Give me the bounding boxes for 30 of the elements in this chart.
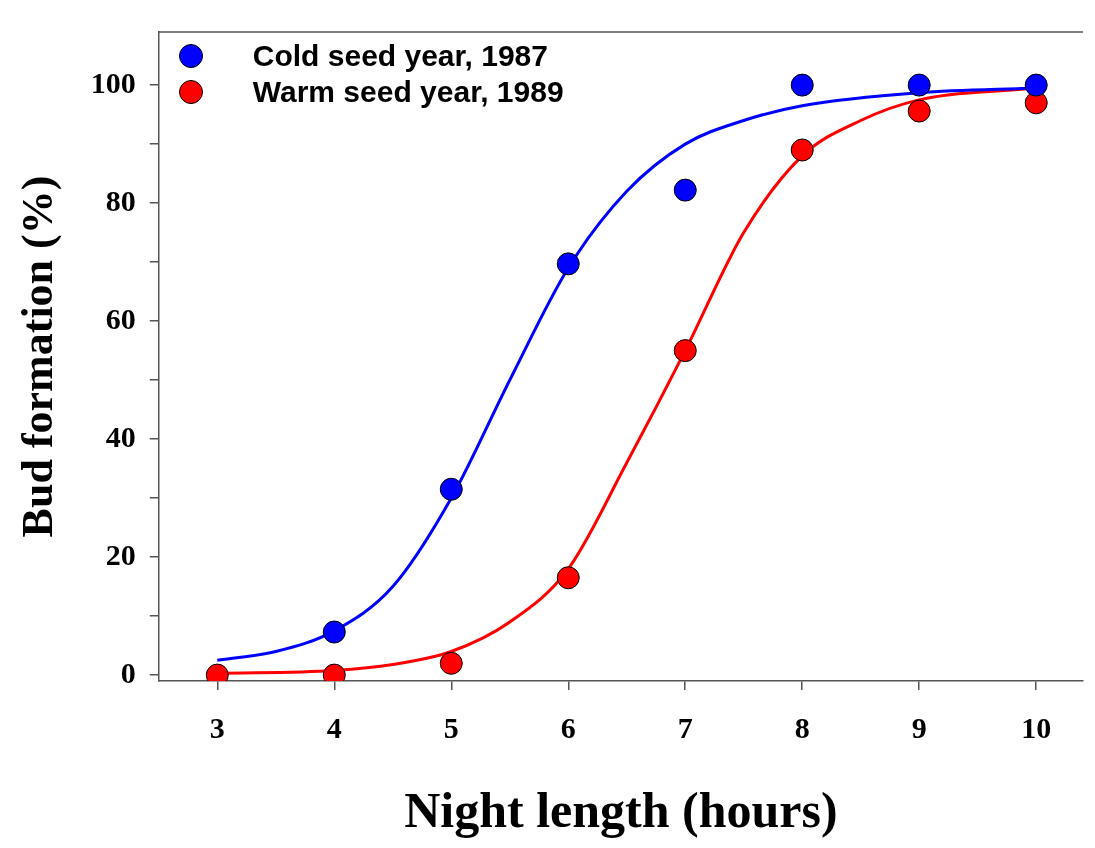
point (907, 99, 931, 123)
y-tick-label: 60 (105, 301, 136, 335)
point (790, 138, 814, 162)
point (673, 178, 697, 202)
x-tick-label: 7 (677, 710, 693, 744)
x-tick-label: 10 (1021, 710, 1052, 744)
point (556, 566, 580, 590)
x-tick-label: 8 (794, 710, 810, 744)
point (907, 73, 931, 97)
x-axis-title: Night length (hours) (404, 781, 838, 838)
point (790, 73, 814, 97)
point (322, 620, 346, 644)
legend-label: Cold seed year, 1987 (252, 38, 548, 74)
point (556, 252, 580, 276)
y-tick-label: 40 (105, 419, 136, 453)
x-tick-label: 9 (911, 710, 927, 744)
y-tick-label: 100 (90, 65, 136, 99)
point (673, 339, 697, 363)
x-tick-label: 6 (560, 710, 576, 744)
y-tick-label: 20 (105, 537, 136, 571)
y-tick-label: 80 (105, 183, 136, 217)
y-axis-title: Bud formation (%) (12, 175, 62, 538)
x-tick-label: 4 (326, 710, 342, 744)
y-tick-label: 0 (120, 655, 136, 689)
point (1024, 73, 1048, 97)
point (439, 477, 463, 501)
x-tick-label: 3 (209, 710, 225, 744)
point (439, 651, 463, 675)
x-tick-label: 5 (443, 710, 459, 744)
legend-label: Warm seed year, 1989 (252, 74, 564, 110)
